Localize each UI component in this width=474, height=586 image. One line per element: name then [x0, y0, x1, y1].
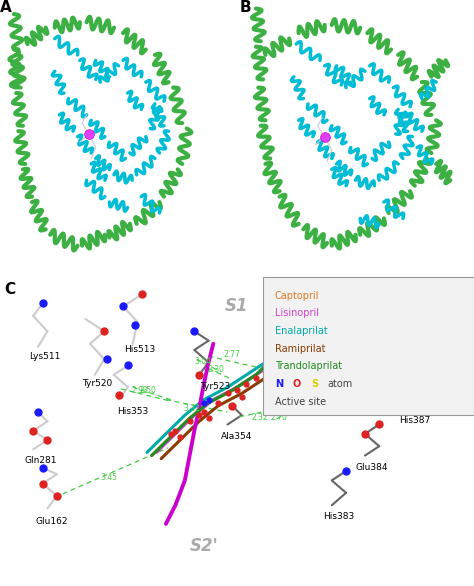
Text: Captopril: Captopril	[275, 291, 319, 301]
Text: His353: His353	[117, 407, 148, 416]
Text: Ala354: Ala354	[221, 432, 253, 441]
Text: atom: atom	[327, 379, 352, 389]
Text: N: N	[275, 379, 283, 389]
Text: Gln281: Gln281	[24, 456, 56, 465]
FancyBboxPatch shape	[263, 277, 474, 415]
Text: O: O	[293, 379, 301, 389]
Text: Active site: Active site	[275, 397, 326, 407]
Text: 2.00: 2.00	[296, 366, 313, 374]
Text: His387: His387	[399, 416, 430, 425]
Text: 2.93: 2.93	[131, 386, 148, 395]
Text: Trandolaprilat: Trandolaprilat	[275, 362, 342, 372]
Text: Ramiprilat: Ramiprilat	[275, 344, 326, 354]
Text: 2.32: 2.32	[251, 413, 268, 422]
Text: Glu162: Glu162	[36, 517, 68, 526]
Text: S2': S2'	[190, 537, 218, 554]
Text: 2.70: 2.70	[270, 413, 287, 421]
Text: His383: His383	[323, 512, 355, 522]
Text: 3.04: 3.04	[194, 357, 211, 366]
Text: A: A	[0, 1, 12, 15]
Text: 2.30: 2.30	[207, 365, 224, 374]
Text: 2.07: 2.07	[303, 404, 320, 413]
Text: S: S	[311, 379, 318, 389]
Text: S1: S1	[225, 298, 249, 315]
Text: Glu411: Glu411	[328, 366, 360, 376]
Text: Zn: Zn	[307, 407, 319, 417]
Text: 3.32: 3.32	[183, 404, 201, 414]
Text: 2.50: 2.50	[139, 386, 156, 396]
Text: Tyr520: Tyr520	[82, 379, 112, 388]
Text: 3.45: 3.45	[100, 473, 118, 482]
Text: Enalaprilat: Enalaprilat	[275, 326, 328, 336]
Text: Tyr523: Tyr523	[201, 382, 231, 391]
Text: Lys511: Lys511	[29, 352, 61, 362]
Text: Lisinopril: Lisinopril	[275, 308, 319, 318]
Text: Glu384: Glu384	[356, 463, 388, 472]
Text: B: B	[239, 1, 251, 15]
Text: C: C	[5, 282, 16, 297]
Text: 2.77: 2.77	[224, 350, 241, 359]
Text: His513: His513	[124, 345, 155, 354]
Text: 2.04: 2.04	[272, 390, 289, 399]
